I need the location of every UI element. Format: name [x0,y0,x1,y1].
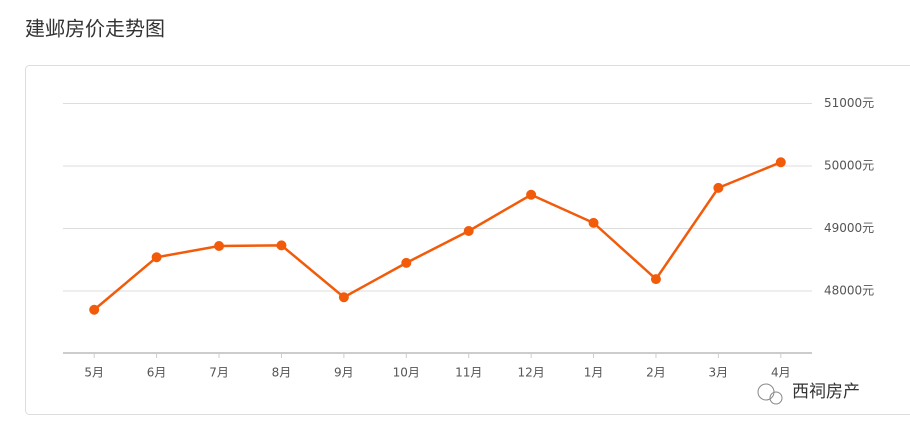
point [589,218,599,228]
x-tick-label: 10月 [393,366,420,380]
x-tick-label: 2月 [646,366,666,380]
point [214,241,224,251]
point [276,240,286,250]
point [651,274,661,284]
chart-title: 建邺房价走势图 [25,17,165,41]
x-tick-label: 4月 [771,366,791,380]
x-tick-label: 6月 [147,366,167,380]
x-tick-label: 9月 [334,366,354,380]
panel [26,66,910,415]
x-tick-label: 8月 [272,366,292,380]
point [401,258,411,268]
y-tick-label: 51000元 [824,96,874,110]
x-tick-label: 7月 [209,366,229,380]
watermark-text: 西祠房产 [792,382,860,402]
x-tick-label: 3月 [709,366,729,380]
point [339,292,349,302]
x-tick-label: 12月 [517,366,544,380]
point [713,183,723,193]
x-tick-label: 11月 [455,366,482,380]
y-tick-label: 48000元 [824,284,874,298]
point [89,305,99,315]
x-tick-label: 1月 [584,366,604,380]
point [776,157,786,167]
point [526,190,536,200]
y-tick-label: 50000元 [824,159,874,173]
x-tick-label: 5月 [84,366,104,380]
y-tick-label: 49000元 [824,221,874,235]
point [464,226,474,236]
point [152,252,162,262]
